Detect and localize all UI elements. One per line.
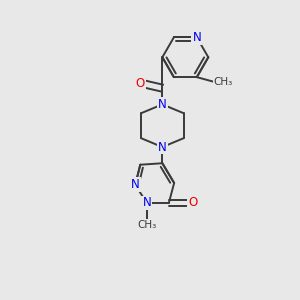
Text: N: N	[192, 31, 201, 44]
Text: N: N	[142, 196, 151, 209]
Text: O: O	[136, 77, 145, 90]
Text: CH₃: CH₃	[214, 76, 233, 87]
Text: N: N	[158, 98, 167, 111]
Text: N: N	[131, 178, 140, 191]
Text: N: N	[158, 141, 167, 154]
Text: CH₃: CH₃	[137, 220, 156, 230]
Text: O: O	[188, 196, 198, 209]
